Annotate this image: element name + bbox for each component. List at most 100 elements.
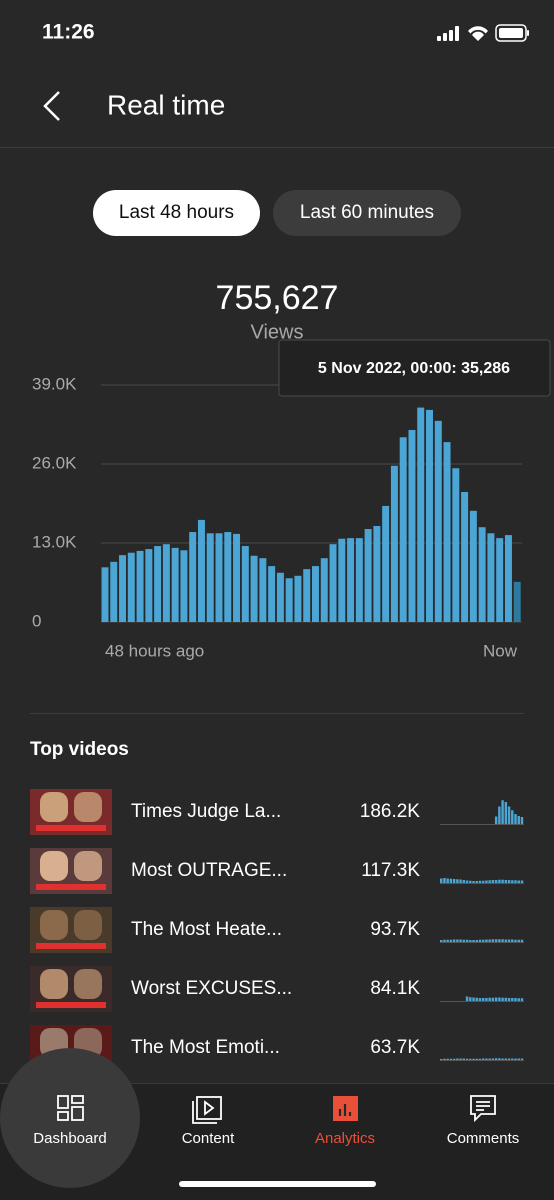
total-label: Views [251, 321, 304, 343]
thumbnail-face [40, 969, 68, 999]
sparkline-bar [514, 939, 517, 942]
sparkline-bar [491, 880, 495, 883]
video-title: The Most Emoti... [131, 1037, 280, 1058]
bar [145, 549, 153, 622]
sparkline-bar [456, 879, 459, 883]
thumbnail-caption [36, 1002, 106, 1008]
bar [250, 555, 258, 622]
sparkline-bar [456, 1058, 459, 1060]
sparkline-bar [498, 939, 501, 942]
sparkline-bar [507, 880, 511, 883]
sparkline-bar [517, 816, 520, 824]
sparkline-bar [507, 806, 511, 824]
bar [119, 555, 127, 622]
sparkline-bar [520, 998, 524, 1001]
bar [303, 569, 311, 622]
sparkline-bar [494, 939, 498, 942]
thumbnail-face [40, 851, 68, 881]
video-row[interactable]: Most OUTRAGE... 117.3K [30, 848, 524, 894]
bar [189, 532, 197, 622]
tab-label[interactable]: Last 60 minutes [300, 202, 434, 223]
video-title: Times Judge La... [131, 801, 281, 822]
page-title: Real time [107, 89, 225, 120]
bar [347, 538, 355, 622]
sparkline-bar [517, 1058, 520, 1060]
nav-label[interactable]: Comments [447, 1130, 520, 1147]
sparkline-bar [472, 1058, 475, 1060]
bar [434, 420, 442, 622]
video-title: Most OUTRAGE... [131, 860, 287, 881]
y-tick-label: 26.0K [32, 453, 77, 472]
video-views: 186.2K [360, 801, 421, 822]
y-tick-label: 39.0K [32, 374, 77, 393]
thumbnail-face [74, 910, 102, 940]
sparkline-bar [446, 939, 449, 942]
bar [233, 533, 241, 622]
tab[interactable] [273, 190, 461, 236]
video-row[interactable]: Times Judge La... 186.2K [30, 789, 524, 835]
sparkline-bar [469, 880, 472, 883]
bar [162, 544, 170, 622]
bar [408, 429, 416, 622]
sparkline-bar [440, 878, 443, 883]
back-button[interactable] [43, 91, 60, 121]
video-views: 117.3K [361, 860, 420, 881]
sparkline-bar [465, 880, 469, 883]
bar [294, 575, 302, 622]
status-time: 11:26 [42, 21, 95, 44]
bar [443, 442, 451, 622]
sparkline-bar [475, 997, 478, 1001]
sparkline-bar [504, 802, 508, 824]
sparkline-bar [459, 1058, 462, 1060]
sparkline-bar [488, 997, 491, 1001]
tab-label[interactable]: Last 48 hours [119, 202, 234, 223]
x-start-label: 48 hours ago [105, 641, 204, 660]
bar [127, 552, 135, 622]
sparkline-bar [465, 939, 469, 942]
sparkline-bar [511, 998, 514, 1001]
video-row[interactable]: The Most Heate... 93.7K [30, 907, 524, 953]
video-views: 63.7K [370, 1037, 420, 1058]
sparkline-bar [511, 1058, 514, 1060]
bar [110, 561, 118, 622]
sparkline-bar [498, 1058, 501, 1060]
chart: 0 13.0K 26.0K 39.0K [32, 374, 522, 630]
sparkline-bar [511, 880, 514, 883]
sparkline-bar [475, 940, 478, 942]
sparkline-bar [485, 998, 488, 1001]
nav-label[interactable]: Content [182, 1130, 235, 1147]
sparkline-bar [488, 880, 491, 883]
bar [504, 535, 512, 622]
nav-label[interactable]: Analytics [315, 1130, 375, 1147]
sparkline-bar [443, 878, 446, 883]
bar [390, 465, 398, 622]
sparkline-bar [491, 1058, 495, 1060]
thumbnail-face [74, 969, 102, 999]
nav-icons [57, 1095, 496, 1124]
sparkline-bar [514, 1058, 517, 1060]
sparkline-bar [482, 998, 485, 1001]
bar [224, 532, 232, 622]
bar [452, 468, 460, 622]
nav-icon-detail [338, 1104, 352, 1116]
sparkline-bar [482, 880, 485, 883]
sparkline-bar [469, 1058, 472, 1060]
sparkline-bar [440, 1059, 443, 1060]
bar [496, 538, 504, 622]
sparkline-bar [456, 939, 459, 942]
bar [241, 546, 249, 622]
video-row[interactable]: Worst EXCUSES... 84.1K [30, 966, 524, 1012]
sparkline-bar [498, 879, 501, 883]
total-views: 755,627 [216, 279, 339, 317]
bar [487, 533, 495, 622]
sparkline-bar [449, 878, 453, 883]
nav-label[interactable]: Dashboard [33, 1130, 106, 1147]
bar [338, 538, 346, 622]
nav-highlight [0, 1048, 140, 1188]
video-row[interactable]: The Most Emoti... 63.7K [30, 1025, 524, 1071]
tab-active[interactable] [93, 190, 260, 236]
sparkline-bar [514, 998, 517, 1001]
sparkline-bar [449, 1058, 453, 1060]
bar [259, 558, 267, 622]
bar [180, 550, 188, 622]
